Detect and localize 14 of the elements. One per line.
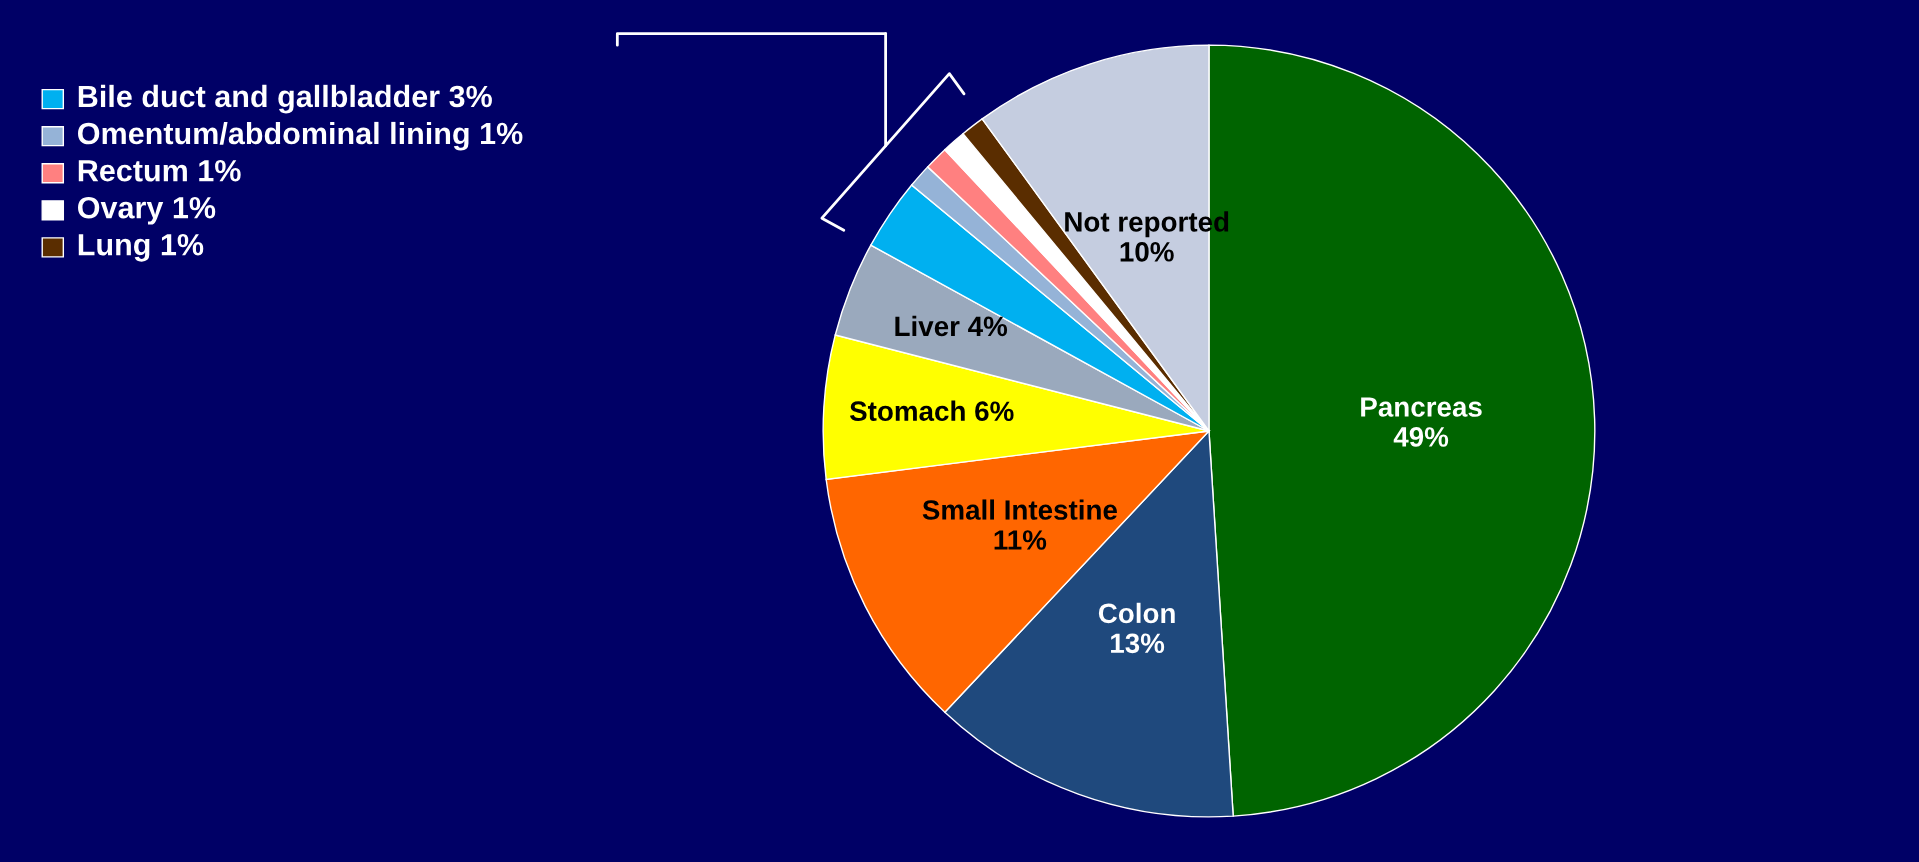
legend-label: Bile duct and gallbladder 3% [78,84,492,114]
legend-label: Ovary 1% [78,196,216,225]
slice-label: Liver 4% [895,315,1008,337]
legend-label: Omentum/abdominal lining 1% [78,121,523,151]
slice-label: Colon [1098,602,1175,624]
data-label: 10% [1120,242,1174,262]
data-label: 11% [994,530,1047,550]
legend-label: Rectum 1% [78,159,241,182]
legend-label: Lung 1% [78,233,204,262]
data-label: 13% [1111,633,1165,654]
slice-label: Stomach 6% [849,400,1014,422]
data-label: 49% [1393,427,1449,447]
slice-label: Pancreas [1361,397,1482,417]
slice-label: Small Intestine [922,499,1117,520]
